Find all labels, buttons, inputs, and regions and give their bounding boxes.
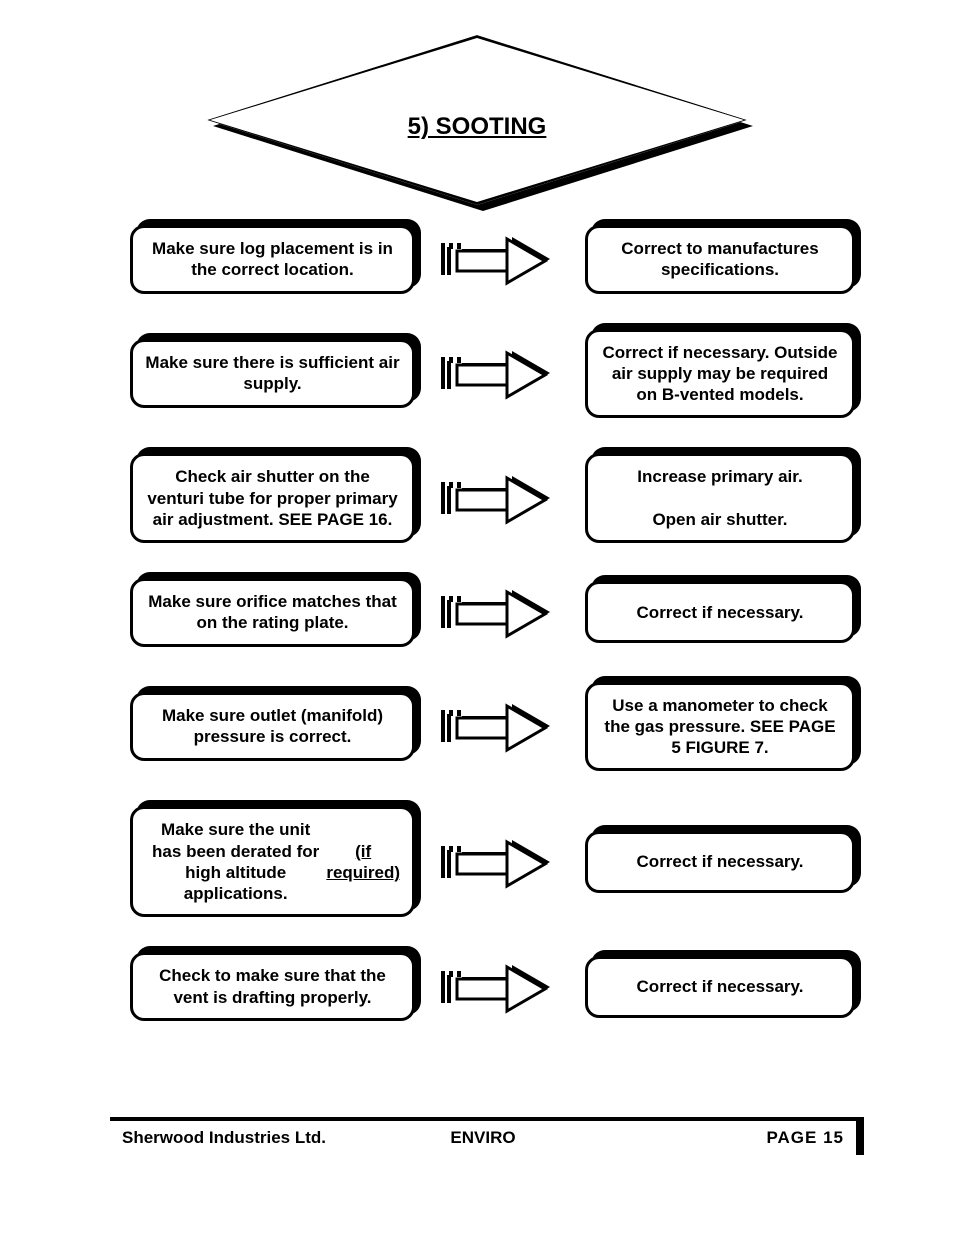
check-box: Make sure there is sufficient air supply… <box>130 339 415 408</box>
action-box: Correct to manufactures specifications. <box>585 225 855 294</box>
box-shadow: Increase primary air. Open air shutter. <box>585 453 855 543</box>
box-shadow: Correct if necessary. <box>585 831 855 893</box>
box-shadow: Make sure log placement is in the correc… <box>130 225 415 294</box>
row-arrow-cell <box>415 229 575 289</box>
flow-row: Make sure orifice matches that on the ra… <box>0 578 954 647</box>
check-box: Make sure orifice matches that on the ra… <box>130 578 415 647</box>
check-box: Check to make sure that the vent is draf… <box>130 952 415 1021</box>
action-box: Correct if necessary. <box>585 581 855 643</box>
row-arrow-cell <box>415 468 575 528</box>
box-shadow: Correct if necessary. <box>585 581 855 643</box>
row-left-cell: Make sure the unit has been derated for … <box>130 806 415 917</box>
action-box: Increase primary air. Open air shutter. <box>585 453 855 543</box>
check-box: Make sure log placement is in the correc… <box>130 225 415 294</box>
arrow-right-icon <box>435 696 555 756</box>
action-box: Use a manometer to check the gas pressur… <box>585 682 855 772</box>
page-title: 5) SOOTING <box>408 113 547 141</box>
flow-row: Check air shutter on the venturi tube fo… <box>0 453 954 543</box>
check-text: Make sure the unit has been derated for … <box>145 819 326 904</box>
box-shadow: Make sure outlet (manifold) pressure is … <box>130 692 415 761</box>
row-right-cell: Correct if necessary. <box>585 581 855 643</box>
check-box: Make sure the unit has been derated for … <box>130 806 415 917</box>
arrow-right-icon <box>435 832 555 892</box>
flow-row: Make sure outlet (manifold) pressure is … <box>0 682 954 772</box>
footer-brand: ENVIRO <box>450 1128 515 1148</box>
row-left-cell: Make sure outlet (manifold) pressure is … <box>130 692 415 761</box>
arrow-right-icon <box>435 468 555 528</box>
row-arrow-cell <box>415 343 575 403</box>
row-left-cell: Check to make sure that the vent is draf… <box>130 952 415 1021</box>
row-arrow-cell <box>415 832 575 892</box>
check-box: Make sure outlet (manifold) pressure is … <box>130 692 415 761</box>
flow-row: Make sure there is sufficient air supply… <box>0 329 954 419</box>
check-box: Check air shutter on the venturi tube fo… <box>130 453 415 543</box>
action-box: Correct if necessary. Outside air supply… <box>585 329 855 419</box>
row-right-cell: Increase primary air. Open air shutter. <box>585 453 855 543</box>
box-shadow: Use a manometer to check the gas pressur… <box>585 682 855 772</box>
box-shadow: Make sure there is sufficient air supply… <box>130 339 415 408</box>
arrow-right-icon <box>435 229 555 289</box>
box-shadow: Correct if necessary. Outside air supply… <box>585 329 855 419</box>
row-arrow-cell <box>415 957 575 1017</box>
box-shadow: Correct if necessary. <box>585 956 855 1018</box>
flow-rows: Make sure log placement is in the correc… <box>0 225 954 1021</box>
flow-row: Make sure the unit has been derated for … <box>0 806 954 917</box>
arrow-right-icon <box>435 582 555 642</box>
check-text-underline: (if required) <box>326 841 400 884</box>
row-right-cell: Correct if necessary. Outside air supply… <box>585 329 855 419</box>
row-arrow-cell <box>415 696 575 756</box>
row-right-cell: Correct if necessary. <box>585 956 855 1018</box>
arrow-right-icon <box>435 957 555 1017</box>
flow-row: Make sure log placement is in the correc… <box>0 225 954 294</box>
page-footer: Sherwood Industries Ltd. ENVIRO PAGE 15 <box>110 1117 864 1155</box>
row-arrow-cell <box>415 582 575 642</box>
row-right-cell: Use a manometer to check the gas pressur… <box>585 682 855 772</box>
box-shadow: Check to make sure that the vent is draf… <box>130 952 415 1021</box>
flow-row: Check to make sure that the vent is draf… <box>0 952 954 1021</box>
diamond-shape: 5) SOOTING <box>207 35 747 205</box>
header-diamond: 5) SOOTING <box>207 35 747 225</box>
row-left-cell: Make sure log placement is in the correc… <box>130 225 415 294</box>
action-box: Correct if necessary. <box>585 831 855 893</box>
action-box: Correct if necessary. <box>585 956 855 1018</box>
page: 5) SOOTING Make sure log placement is in… <box>0 0 954 1235</box>
box-shadow: Correct to manufactures specifications. <box>585 225 855 294</box>
row-left-cell: Make sure there is sufficient air supply… <box>130 339 415 408</box>
row-right-cell: Correct to manufactures specifications. <box>585 225 855 294</box>
box-shadow: Check air shutter on the venturi tube fo… <box>130 453 415 543</box>
footer-bar: Sherwood Industries Ltd. ENVIRO PAGE 15 <box>110 1117 856 1155</box>
footer-company: Sherwood Industries Ltd. <box>122 1128 326 1148</box>
box-shadow: Make sure orifice matches that on the ra… <box>130 578 415 647</box>
row-left-cell: Check air shutter on the venturi tube fo… <box>130 453 415 543</box>
footer-page-number: PAGE 15 <box>766 1128 844 1148</box>
box-shadow: Make sure the unit has been derated for … <box>130 806 415 917</box>
arrow-right-icon <box>435 343 555 403</box>
row-left-cell: Make sure orifice matches that on the ra… <box>130 578 415 647</box>
row-right-cell: Correct if necessary. <box>585 831 855 893</box>
